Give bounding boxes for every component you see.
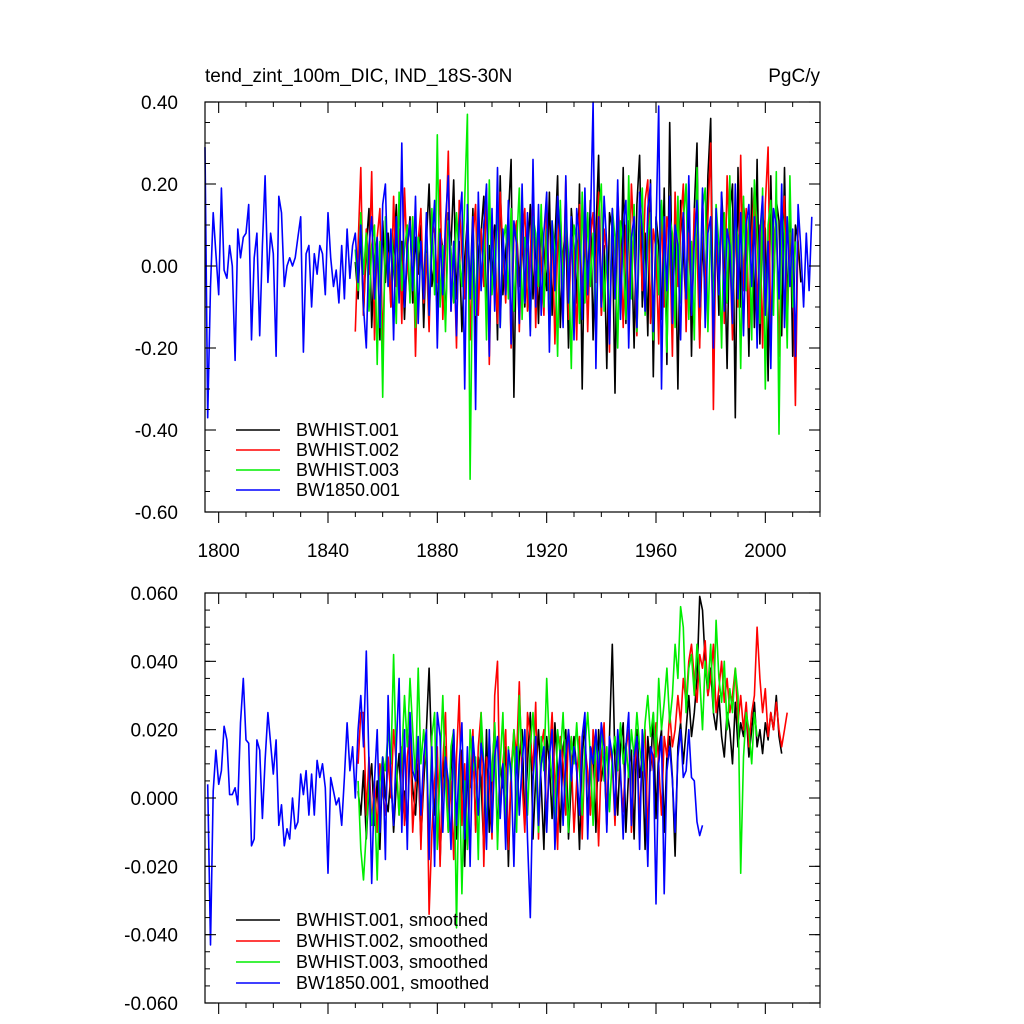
y-tick-label: 0.20 — [141, 175, 178, 196]
y-tick-label: 0.020 — [130, 721, 178, 742]
x-tick-label: 2000 — [744, 541, 786, 562]
series-line-bw1850-001 — [204, 101, 813, 419]
legend-label: BWHIST.003, smoothed — [296, 952, 488, 972]
legend-label: BW1850.001 — [296, 480, 400, 500]
y-tick-label: 0.40 — [141, 93, 178, 114]
x-tick-label: 1880 — [416, 541, 458, 562]
top-panel-series — [204, 101, 813, 481]
series-line-bwhist-002 — [354, 142, 799, 411]
y-tick-label: 0.060 — [130, 584, 178, 605]
x-tick-label: 1920 — [526, 541, 568, 562]
y-tick-label: -0.060 — [124, 994, 178, 1015]
y-tick-label: 0.000 — [130, 789, 178, 810]
x-tick-label: 1960 — [635, 541, 677, 562]
legend-label: BWHIST.001 — [296, 420, 399, 440]
top-panel: tend_zint_100m_DIC, IND_18S-30N PgC/y -0… — [135, 66, 821, 562]
top-panel-ticks: -0.60 -0.40 -0.20 0.00 0.20 0.40 1800 1840 1880 1… — [135, 93, 821, 562]
y-tick-label: 0.00 — [141, 257, 178, 278]
legend-label: BWHIST.002, smoothed — [296, 931, 488, 951]
y-tick-label: -0.020 — [124, 857, 178, 878]
x-tick-label: 1840 — [307, 541, 349, 562]
y-tick-label: -0.40 — [135, 421, 178, 442]
top-panel-title: tend_zint_100m_DIC, IND_18S-30N — [205, 66, 512, 87]
legend-label: BWHIST.001, smoothed — [296, 910, 488, 930]
y-tick-label: 0.040 — [130, 652, 178, 673]
bottom-panel-series — [206, 595, 788, 946]
bottom-panel: -0.060 -0.040 -0.020 0.000 0.020 0.040 0.060 B… — [124, 584, 821, 1015]
y-tick-label: -0.040 — [124, 926, 178, 947]
legend-label: BW1850.001, smoothed — [296, 973, 489, 993]
legend-label: BWHIST.002 — [296, 440, 399, 460]
y-tick-label: -0.20 — [135, 339, 178, 360]
bottom-panel-ticks: -0.060 -0.040 -0.020 0.000 0.020 0.040 0.060 — [124, 584, 821, 1015]
legend-label: BWHIST.003 — [296, 460, 399, 480]
series-line-bw1850-001-smoothed — [206, 650, 704, 946]
series-line-bwhist-002-smoothed — [357, 626, 788, 916]
y-tick-label: -0.60 — [135, 503, 178, 524]
top-panel-units: PgC/y — [768, 66, 820, 87]
x-tick-label: 1800 — [198, 541, 240, 562]
